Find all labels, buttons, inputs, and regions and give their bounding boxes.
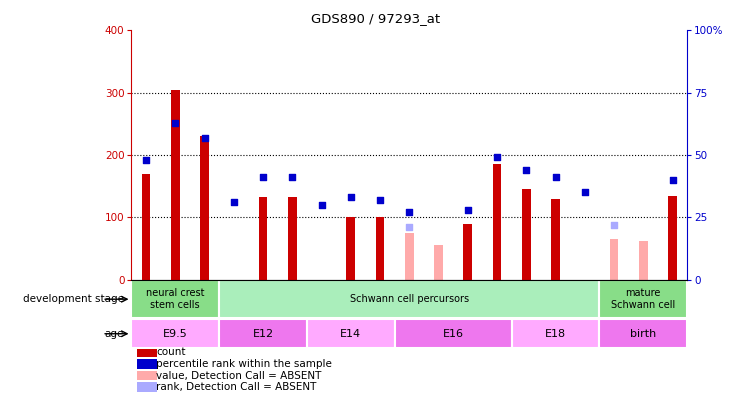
- Bar: [610, 239, 618, 279]
- Bar: [639, 241, 647, 279]
- Bar: [493, 164, 502, 279]
- Text: development stage: development stage: [23, 294, 124, 304]
- Bar: [551, 198, 560, 279]
- Bar: [131, 280, 219, 318]
- Point: [169, 119, 181, 126]
- Text: percentile rank within the sample: percentile rank within the sample: [156, 359, 332, 369]
- Point: [579, 189, 591, 196]
- Bar: [142, 174, 150, 279]
- Text: count: count: [156, 347, 186, 357]
- Text: E12: E12: [252, 329, 273, 339]
- Text: E14: E14: [340, 329, 361, 339]
- Point: [403, 224, 415, 230]
- Bar: [376, 217, 385, 279]
- Text: GDS890 / 97293_at: GDS890 / 97293_at: [311, 12, 440, 25]
- Text: Schwann cell percursors: Schwann cell percursors: [350, 294, 469, 304]
- Bar: [258, 197, 267, 279]
- Bar: [137, 382, 157, 392]
- Bar: [219, 320, 307, 348]
- Bar: [346, 217, 355, 279]
- Bar: [131, 320, 219, 348]
- Point: [198, 134, 210, 141]
- Bar: [395, 320, 511, 348]
- Bar: [171, 90, 179, 279]
- Text: birth: birth: [630, 329, 656, 339]
- Text: mature
Schwann cell: mature Schwann cell: [611, 288, 675, 310]
- Bar: [219, 280, 599, 318]
- Point: [403, 209, 415, 215]
- Bar: [522, 189, 531, 279]
- Text: age: age: [104, 329, 124, 339]
- Point: [286, 174, 298, 181]
- Point: [140, 157, 152, 163]
- Text: E18: E18: [545, 329, 566, 339]
- Point: [462, 207, 474, 213]
- Point: [257, 174, 269, 181]
- Point: [550, 174, 562, 181]
- Text: rank, Detection Call = ABSENT: rank, Detection Call = ABSENT: [156, 382, 317, 392]
- Bar: [307, 320, 395, 348]
- Text: neural crest
stem cells: neural crest stem cells: [146, 288, 204, 310]
- Bar: [137, 347, 157, 357]
- Point: [228, 199, 240, 206]
- Bar: [434, 245, 443, 279]
- Bar: [288, 197, 297, 279]
- Point: [667, 177, 679, 183]
- Bar: [599, 320, 687, 348]
- Bar: [511, 320, 599, 348]
- Bar: [463, 224, 472, 279]
- Bar: [405, 233, 414, 279]
- Bar: [137, 371, 157, 380]
- Point: [315, 202, 327, 208]
- Text: value, Detection Call = ABSENT: value, Detection Call = ABSENT: [156, 371, 322, 381]
- Bar: [201, 136, 209, 279]
- Text: E16: E16: [442, 329, 463, 339]
- Bar: [599, 280, 687, 318]
- Point: [608, 222, 620, 228]
- Text: E9.5: E9.5: [163, 329, 188, 339]
- Point: [374, 196, 386, 203]
- Bar: [137, 359, 157, 369]
- Point: [520, 167, 532, 173]
- Point: [491, 154, 503, 161]
- Point: [345, 194, 357, 200]
- Bar: [668, 196, 677, 279]
